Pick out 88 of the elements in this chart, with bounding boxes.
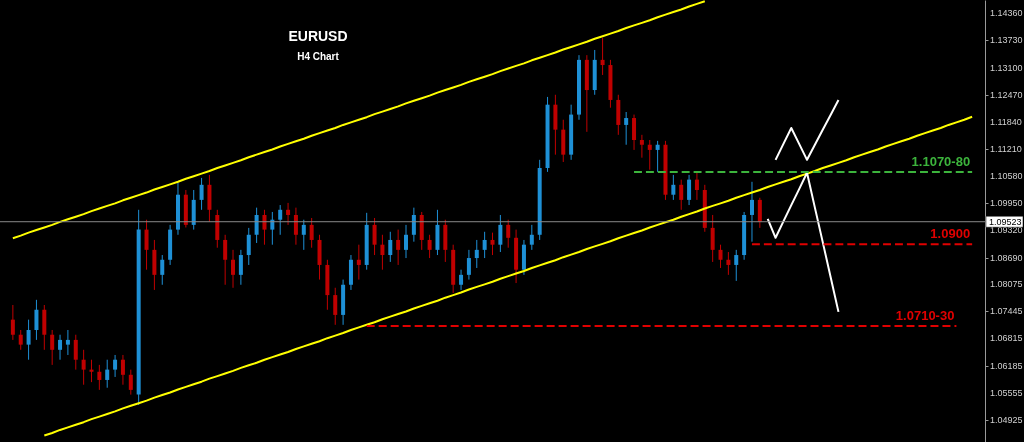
candlestick <box>757 197 762 229</box>
candlestick <box>73 334 78 371</box>
ref-line-label: 1.09523 <box>989 216 1022 227</box>
y-tick-label: 1.11840 <box>990 116 1022 127</box>
y-tick-label: 1.08075 <box>990 279 1023 290</box>
y-tick-label: 1.09950 <box>990 198 1023 209</box>
candlestick <box>97 364 102 391</box>
candlestick <box>482 231 487 259</box>
series-label: 1.1070-80 <box>911 153 971 169</box>
candlestick <box>333 287 338 326</box>
text: EURUSD <box>288 28 348 44</box>
candlestick <box>632 114 637 151</box>
candlestick <box>694 171 699 201</box>
line-series <box>774 98 840 161</box>
text: H4 Chart <box>297 51 340 62</box>
y-tick-label: 1.10580 <box>990 171 1023 182</box>
candlestick <box>238 249 243 286</box>
candlestick <box>726 251 731 276</box>
candlestick <box>26 319 31 361</box>
candlestick <box>490 232 495 256</box>
y-tick-label: 1.06185 <box>990 360 1023 371</box>
candlestick <box>246 227 251 266</box>
candlestick <box>529 224 534 251</box>
candlestick <box>655 140 660 173</box>
candlestick <box>309 217 314 249</box>
candlestick <box>671 174 676 201</box>
y-tick-label: 1.05555 <box>990 387 1023 398</box>
y-tick-label: 1.14360 <box>990 8 1023 19</box>
candlestick <box>254 207 259 244</box>
y-tick-label: 1.13730 <box>990 35 1023 46</box>
candlestick <box>270 211 275 246</box>
candlestick <box>459 269 464 291</box>
series-label: 1.0710-30 <box>895 308 955 324</box>
candlestick <box>301 219 306 251</box>
line-series <box>43 115 974 437</box>
series-label: 1.0900 <box>930 226 971 242</box>
line-series <box>766 171 840 313</box>
y-tick-label: 1.07445 <box>990 306 1023 317</box>
candlestick <box>128 369 133 396</box>
candlestick <box>105 359 110 389</box>
candlestick <box>113 354 118 378</box>
y-tick-label: 1.13100 <box>990 62 1023 73</box>
candlestick <box>262 209 267 246</box>
candlestick <box>624 111 629 146</box>
candlestick <box>10 304 15 341</box>
candlestick <box>466 249 471 281</box>
candlestick <box>734 249 739 282</box>
candlestick <box>639 134 644 159</box>
candlestick <box>380 234 385 271</box>
y-tick-label: 1.04925 <box>990 414 1023 425</box>
candlestick <box>372 217 377 256</box>
candlestick <box>498 214 503 253</box>
candlestick <box>199 177 204 211</box>
candlestick <box>388 231 393 263</box>
y-tick-label: 1.11210 <box>990 144 1022 155</box>
candlestick <box>223 234 228 286</box>
y-tick-label: 1.09320 <box>990 225 1023 236</box>
candlestick <box>506 219 511 249</box>
candlestick <box>58 334 63 361</box>
candlestick <box>120 354 125 386</box>
candlestick <box>718 244 723 269</box>
candlestick <box>427 234 432 259</box>
candlestick <box>647 139 652 171</box>
candlestick <box>160 254 165 286</box>
candlestick <box>356 244 361 281</box>
candlestick <box>396 229 401 266</box>
candlestick <box>65 329 70 356</box>
candlestick <box>293 207 298 246</box>
candlestick <box>404 224 409 259</box>
candlestick <box>286 202 291 226</box>
candlestick <box>18 329 23 351</box>
line-series <box>11 0 706 240</box>
candlestick <box>231 249 236 289</box>
candlestick <box>34 299 39 341</box>
candlestick <box>679 179 684 211</box>
y-tick-label: 1.06815 <box>990 333 1023 344</box>
y-tick-label: 1.08690 <box>990 252 1023 263</box>
candlestick <box>600 37 605 76</box>
candlestick <box>81 349 86 386</box>
candlestick <box>411 207 416 243</box>
candlestick <box>710 214 715 263</box>
candlestick <box>278 204 283 236</box>
candlestick <box>687 174 692 206</box>
candlestick <box>50 329 55 366</box>
candlestick <box>474 239 479 269</box>
candlestick <box>144 219 149 271</box>
y-tick-label: 1.12470 <box>990 89 1023 100</box>
candlestick <box>749 181 754 243</box>
